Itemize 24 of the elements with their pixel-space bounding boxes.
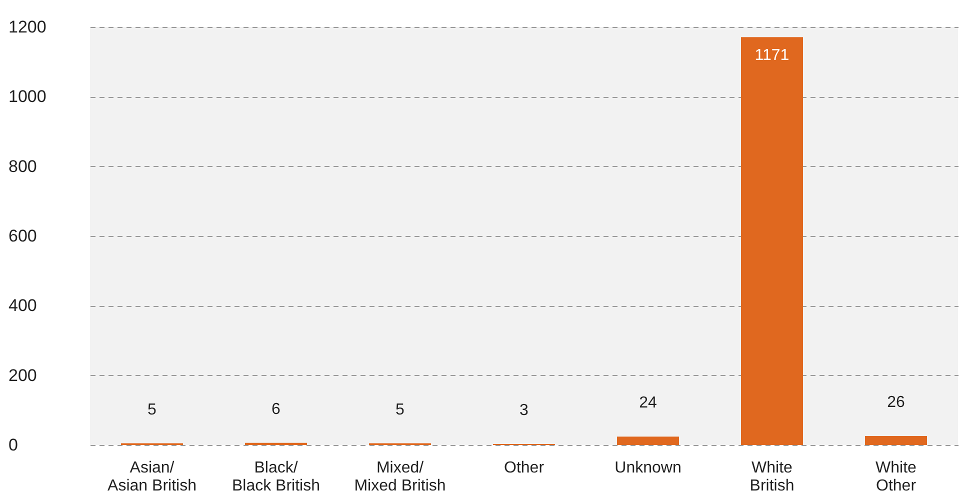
x-tick-label: White British xyxy=(750,460,794,494)
x-tick-label: Other xyxy=(504,460,545,476)
x-tick-label: White Other xyxy=(876,460,917,494)
x-tick-label: Unknown xyxy=(614,460,682,476)
data-label: 1171 xyxy=(754,47,790,64)
data-label: 5 xyxy=(148,401,157,418)
x-tick-label: Black/ Black British xyxy=(232,460,320,494)
y-tick-label: 200 xyxy=(8,366,37,385)
data-label: 5 xyxy=(396,401,405,418)
y-tick-label: 600 xyxy=(8,226,37,246)
bar xyxy=(741,37,803,445)
x-tick-label: Mixed/ Mixed British xyxy=(354,460,446,494)
y-tick-label: 0 xyxy=(8,436,18,454)
data-label: 24 xyxy=(639,394,657,412)
y-tick-label: 400 xyxy=(8,296,37,316)
data-label: 26 xyxy=(887,394,905,411)
y-tick-label: 1200 xyxy=(8,18,46,36)
y-tick-label: 1000 xyxy=(8,87,46,106)
data-label: 6 xyxy=(272,400,281,418)
data-label: 3 xyxy=(520,402,529,419)
bar xyxy=(865,436,927,445)
x-tick-label: Asian/ Asian British xyxy=(108,460,196,494)
bar xyxy=(617,436,679,445)
y-tick-label: 800 xyxy=(8,156,37,176)
